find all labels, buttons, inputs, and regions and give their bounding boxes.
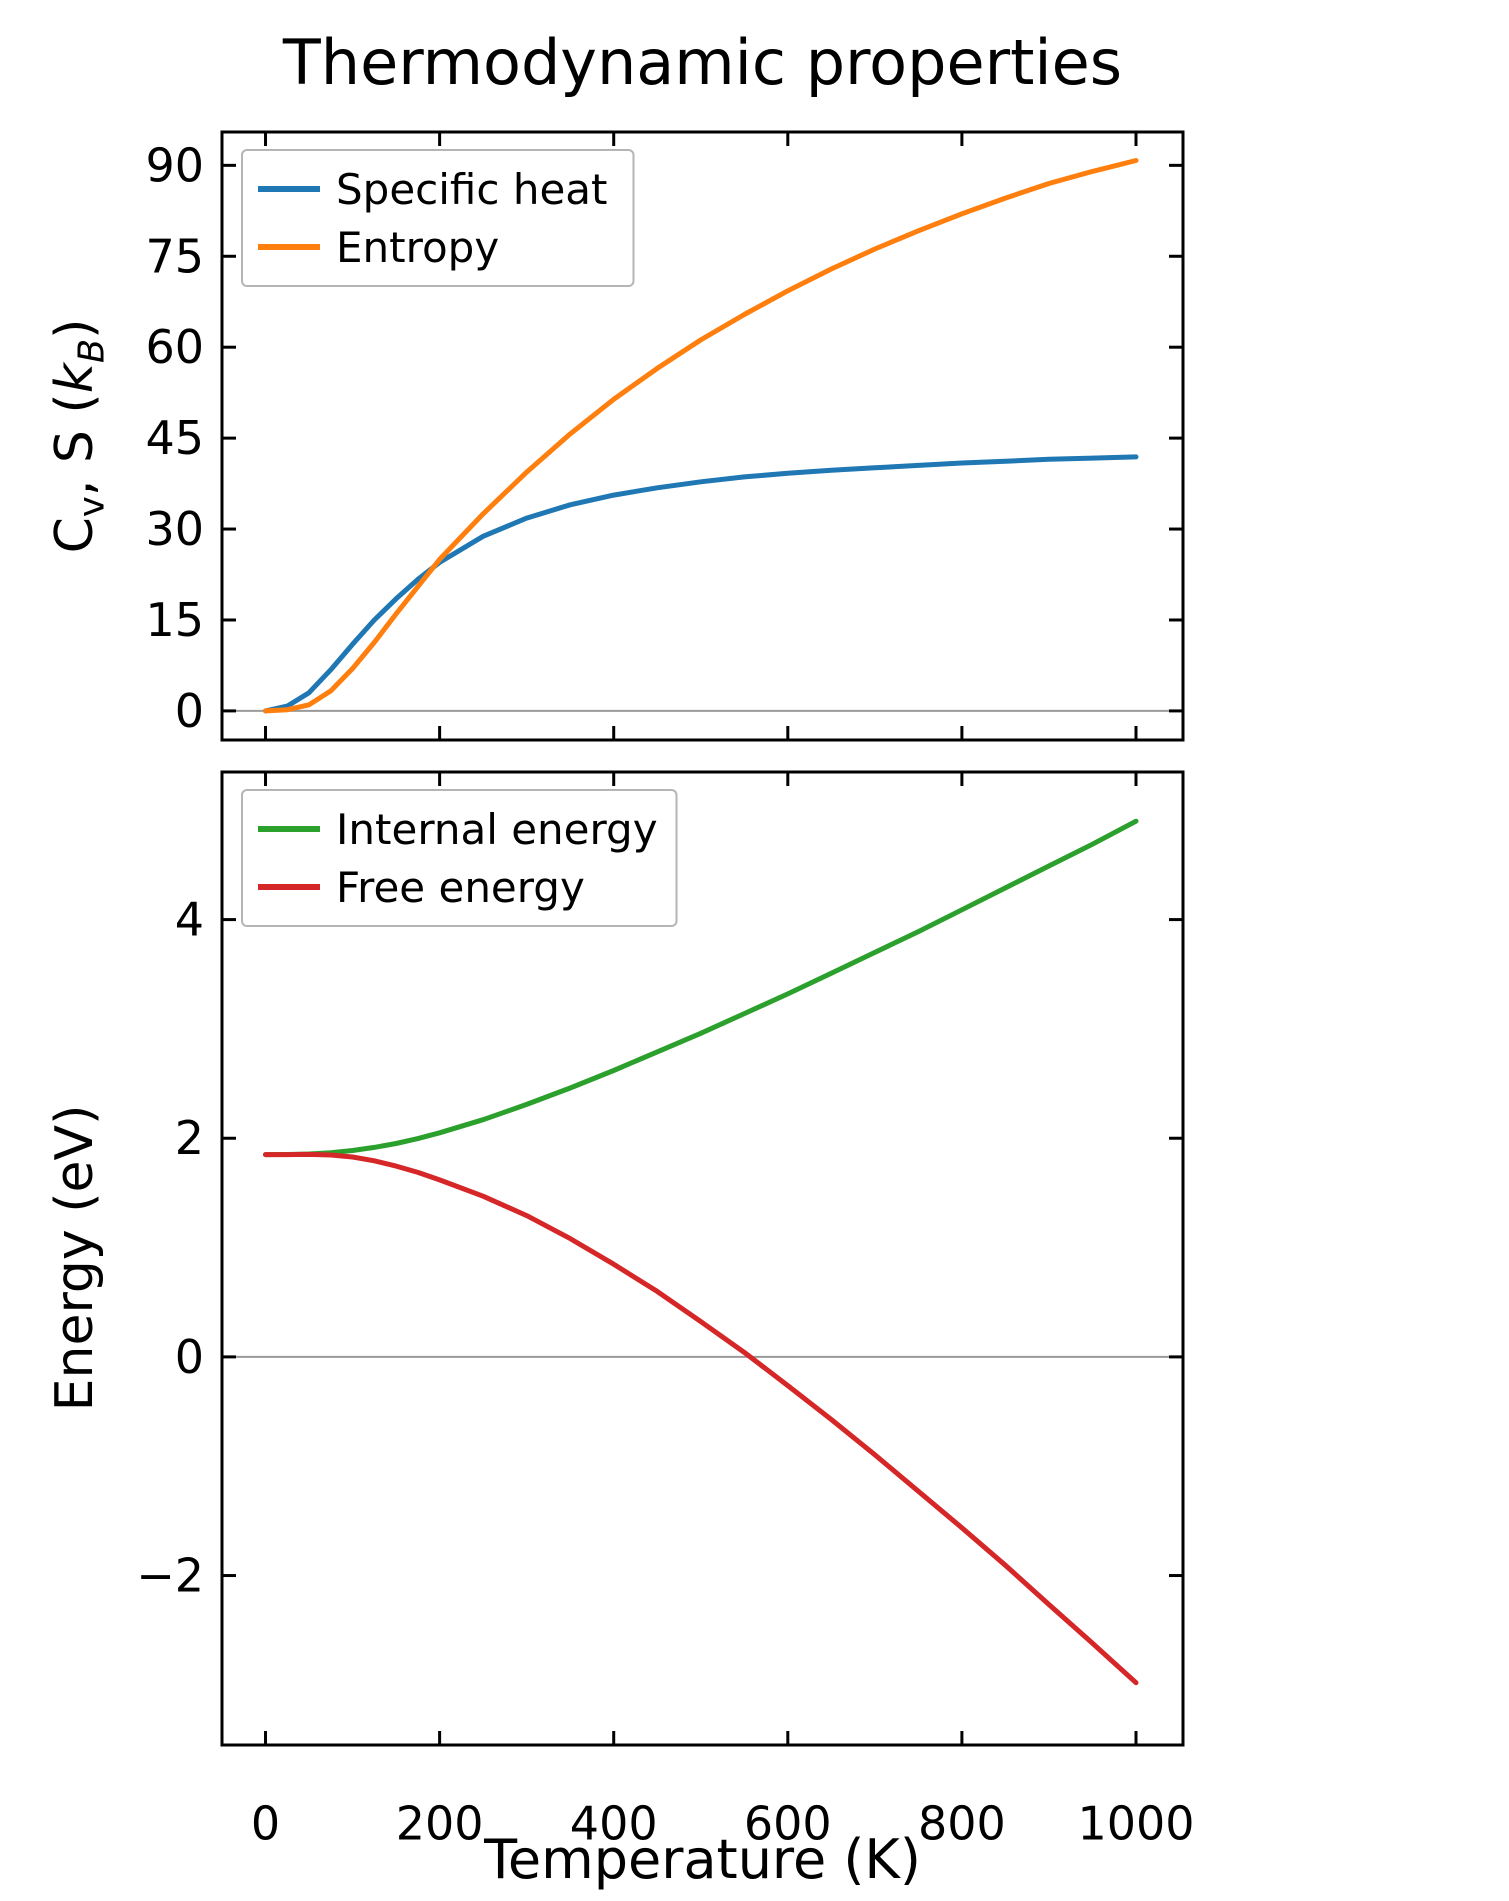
y-tick-label: 75 bbox=[145, 229, 204, 283]
top-y-axis-label: Cv, S (kB) bbox=[43, 86, 112, 786]
axes-frame bbox=[220, 130, 1185, 742]
y-tick-label: 90 bbox=[145, 138, 204, 192]
chart-title: Thermodynamic properties bbox=[282, 26, 1123, 99]
series-line-entropy bbox=[263, 158, 1139, 714]
ylabel-cv-base: C bbox=[45, 517, 105, 554]
legend-box bbox=[241, 789, 678, 927]
ylabel-kb-base: k bbox=[45, 363, 105, 394]
x-tick-label: 400 bbox=[570, 1796, 658, 1850]
y-tick-label: 60 bbox=[145, 320, 204, 374]
axes-frame bbox=[220, 770, 1185, 1747]
x-tick-label: 200 bbox=[396, 1796, 484, 1850]
y-tick-label: 0 bbox=[175, 1330, 204, 1384]
ylabel-cv-sub: v bbox=[71, 496, 113, 518]
bottom-chart: 0 200 400 600 800 1000 −2 0 2 4 Internal energy Fre… bbox=[136, 770, 1195, 1850]
series-line-internal-energy bbox=[263, 818, 1139, 1158]
x-tick-label: 0 bbox=[251, 1796, 280, 1850]
x-tick-label: 1000 bbox=[1077, 1796, 1194, 1850]
bottom-y-axis-label: Energy (eV) bbox=[45, 1104, 105, 1412]
top-chart: 0 15 30 45 60 75 90 Specific heat Entropy bbox=[145, 130, 1185, 742]
y-tick-label: 2 bbox=[175, 1111, 204, 1165]
legend-label: Free energy bbox=[336, 863, 585, 912]
y-tick-label: 15 bbox=[145, 593, 204, 647]
legend-label: Internal energy bbox=[336, 805, 658, 854]
legend-label: Specific heat bbox=[336, 165, 607, 214]
ylabel-close: ) bbox=[45, 318, 105, 339]
y-tick-label: 45 bbox=[145, 411, 204, 465]
legend-box bbox=[241, 149, 635, 287]
series-line-free-energy bbox=[263, 1151, 1139, 1686]
y-tick-label: −2 bbox=[136, 1549, 204, 1603]
y-tick-label: 30 bbox=[145, 502, 204, 556]
ylabel-kb-sub: B bbox=[71, 338, 113, 364]
x-axis-label: Temperature (K) bbox=[484, 1828, 921, 1891]
y-tick-label: 0 bbox=[175, 684, 204, 738]
ylabel-mid: , S ( bbox=[45, 393, 105, 497]
series-line-specific-heat bbox=[263, 454, 1139, 714]
x-tick-label: 600 bbox=[744, 1796, 832, 1850]
x-tick-label: 800 bbox=[918, 1796, 1006, 1850]
y-tick-label: 4 bbox=[175, 893, 204, 947]
legend-label: Entropy bbox=[336, 223, 499, 272]
